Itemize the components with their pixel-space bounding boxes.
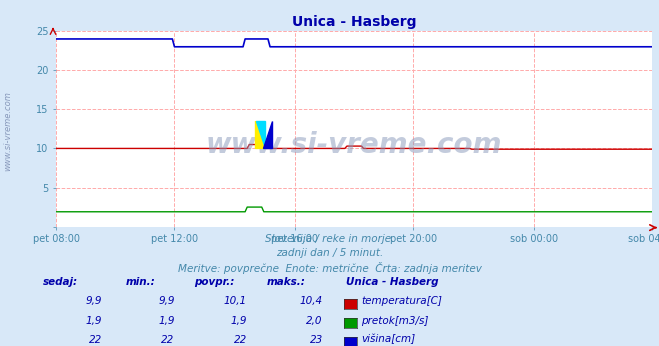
Text: 22: 22 [234,335,247,345]
Text: Slovenija / reke in morje.: Slovenija / reke in morje. [265,234,394,244]
Text: višina[cm]: višina[cm] [361,334,415,345]
Polygon shape [263,121,272,148]
Polygon shape [256,121,265,148]
Text: 9,9: 9,9 [86,297,102,307]
Text: www.si-vreme.com: www.si-vreme.com [206,130,502,158]
Text: Meritve: povprečne  Enote: metrične  Črta: zadnja meritev: Meritve: povprečne Enote: metrične Črta:… [177,262,482,274]
Text: 10,1: 10,1 [224,297,247,307]
Text: 22: 22 [89,335,102,345]
Polygon shape [256,121,265,148]
Text: zadnji dan / 5 minut.: zadnji dan / 5 minut. [276,248,383,258]
Text: min.:: min.: [125,277,155,288]
Text: 1,9: 1,9 [231,316,247,326]
Text: povpr.:: povpr.: [194,277,235,288]
Text: Unica - Hasberg: Unica - Hasberg [346,277,438,288]
Text: 10,4: 10,4 [300,297,323,307]
Text: 2,0: 2,0 [306,316,323,326]
Text: temperatura[C]: temperatura[C] [361,297,442,307]
Text: 9,9: 9,9 [158,297,175,307]
Text: pretok[m3/s]: pretok[m3/s] [361,316,428,326]
Text: 23: 23 [310,335,323,345]
Text: sedaj:: sedaj: [43,277,78,288]
Text: maks.:: maks.: [267,277,306,288]
Title: Unica - Hasberg: Unica - Hasberg [292,15,416,29]
Text: 1,9: 1,9 [158,316,175,326]
Text: 22: 22 [161,335,175,345]
Text: www.si-vreme.com: www.si-vreme.com [3,92,13,171]
Text: 1,9: 1,9 [86,316,102,326]
